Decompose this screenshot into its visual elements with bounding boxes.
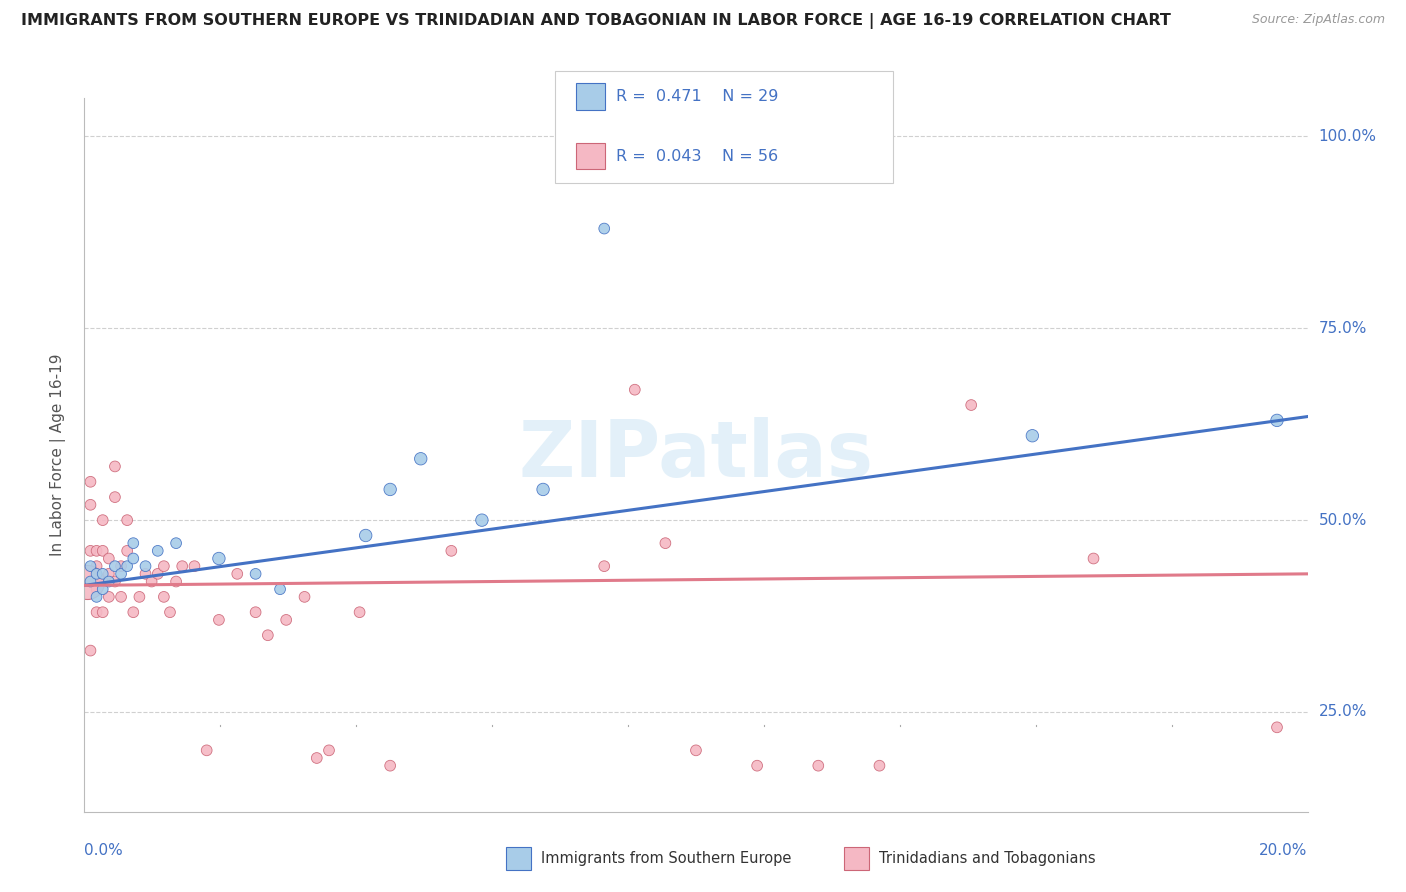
Text: 100.0%: 100.0% bbox=[1319, 129, 1376, 144]
Point bbox=[165, 536, 187, 550]
Point bbox=[79, 643, 101, 657]
Point bbox=[110, 559, 132, 574]
Point bbox=[91, 582, 114, 597]
Point bbox=[380, 483, 402, 497]
Text: Immigrants from Southern Europe: Immigrants from Southern Europe bbox=[541, 851, 792, 866]
Point bbox=[146, 566, 169, 581]
Point bbox=[86, 559, 108, 574]
Point bbox=[440, 544, 463, 558]
Point bbox=[86, 590, 108, 604]
Point bbox=[104, 574, 127, 589]
Point bbox=[294, 590, 316, 604]
Point bbox=[135, 566, 157, 581]
Point bbox=[593, 221, 616, 235]
Point bbox=[91, 544, 114, 558]
Point bbox=[159, 605, 181, 619]
Point bbox=[97, 590, 120, 604]
Text: ZIPatlas: ZIPatlas bbox=[519, 417, 873, 493]
Point bbox=[79, 475, 101, 489]
Point bbox=[79, 559, 101, 574]
Point bbox=[245, 605, 267, 619]
Point bbox=[153, 590, 176, 604]
Point bbox=[654, 536, 676, 550]
Point bbox=[409, 451, 432, 466]
Point bbox=[380, 758, 402, 772]
Point bbox=[869, 758, 891, 772]
Point bbox=[747, 758, 769, 772]
Point bbox=[135, 559, 157, 574]
Text: 75.0%: 75.0% bbox=[1319, 321, 1367, 335]
Point bbox=[153, 559, 176, 574]
Text: IMMIGRANTS FROM SOUTHERN EUROPE VS TRINIDADIAN AND TOBAGONIAN IN LABOR FORCE | A: IMMIGRANTS FROM SOUTHERN EUROPE VS TRINI… bbox=[21, 13, 1171, 29]
Point bbox=[79, 574, 101, 589]
Point bbox=[141, 574, 163, 589]
Y-axis label: In Labor Force | Age 16-19: In Labor Force | Age 16-19 bbox=[49, 353, 66, 557]
Text: 50.0%: 50.0% bbox=[1319, 513, 1367, 528]
Text: R =  0.471    N = 29: R = 0.471 N = 29 bbox=[616, 89, 778, 103]
Point bbox=[1265, 720, 1288, 734]
Point bbox=[195, 743, 218, 757]
Point bbox=[76, 574, 98, 589]
Point bbox=[208, 551, 231, 566]
Point bbox=[593, 559, 616, 574]
Point bbox=[104, 559, 127, 574]
Text: 0.0%: 0.0% bbox=[84, 843, 124, 858]
Point bbox=[146, 544, 169, 558]
Point bbox=[531, 483, 554, 497]
Point bbox=[115, 559, 138, 574]
Point bbox=[226, 566, 249, 581]
Point bbox=[1265, 413, 1288, 427]
Point bbox=[471, 513, 494, 527]
Text: 20.0%: 20.0% bbox=[1260, 843, 1308, 858]
Point bbox=[183, 559, 205, 574]
Point bbox=[208, 613, 231, 627]
Point bbox=[115, 544, 138, 558]
Point bbox=[91, 605, 114, 619]
Point bbox=[97, 574, 120, 589]
Point bbox=[122, 605, 145, 619]
Point bbox=[91, 566, 114, 581]
Point bbox=[276, 613, 298, 627]
Point bbox=[172, 559, 194, 574]
Text: Source: ZipAtlas.com: Source: ZipAtlas.com bbox=[1251, 13, 1385, 27]
Point bbox=[122, 551, 145, 566]
Point bbox=[115, 513, 138, 527]
Point bbox=[624, 383, 647, 397]
Point bbox=[122, 536, 145, 550]
Point bbox=[685, 743, 707, 757]
Point bbox=[104, 490, 127, 504]
Point bbox=[1021, 428, 1043, 442]
Point bbox=[1083, 551, 1105, 566]
Point bbox=[269, 582, 291, 597]
Point bbox=[349, 605, 371, 619]
Point bbox=[807, 758, 830, 772]
Point bbox=[354, 528, 377, 542]
Point bbox=[305, 751, 328, 765]
Point bbox=[86, 566, 108, 581]
Point bbox=[110, 590, 132, 604]
Point bbox=[318, 743, 340, 757]
Point bbox=[104, 459, 127, 474]
Point bbox=[165, 574, 187, 589]
Point bbox=[128, 590, 150, 604]
Text: 25.0%: 25.0% bbox=[1319, 705, 1367, 720]
Point bbox=[91, 574, 114, 589]
Point bbox=[257, 628, 280, 642]
Text: R =  0.043    N = 56: R = 0.043 N = 56 bbox=[616, 149, 778, 163]
Point bbox=[97, 551, 120, 566]
Point bbox=[86, 544, 108, 558]
Point bbox=[91, 513, 114, 527]
Point bbox=[79, 498, 101, 512]
Point bbox=[86, 582, 108, 597]
Point bbox=[97, 566, 120, 581]
Point bbox=[79, 544, 101, 558]
Point bbox=[245, 566, 267, 581]
Point bbox=[86, 605, 108, 619]
Point bbox=[960, 398, 983, 412]
Text: Trinidadians and Tobagonians: Trinidadians and Tobagonians bbox=[879, 851, 1095, 866]
Point bbox=[110, 566, 132, 581]
